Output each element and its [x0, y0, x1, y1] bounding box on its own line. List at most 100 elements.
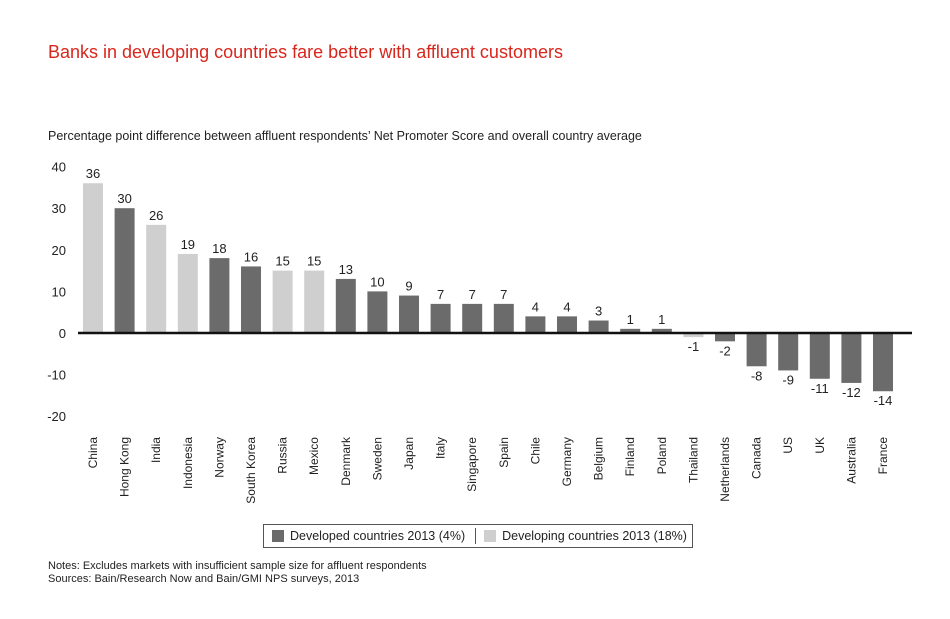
bar	[588, 320, 609, 333]
y-tick-label: 30	[52, 201, 66, 216]
bar	[557, 316, 577, 333]
bar	[525, 316, 546, 333]
x-tick-label: Spain	[497, 437, 511, 468]
bar	[399, 295, 419, 333]
data-label: 16	[244, 249, 258, 264]
data-label: -14	[874, 393, 893, 408]
x-tick-label: Singapore	[465, 437, 479, 492]
data-labels: 36 30 26 19 18 16 15 15 13 10 9 7 7 7 4 4 3 1 1 -1 -2 -8 -9 -11…	[86, 166, 893, 408]
x-tick-label: Netherlands	[718, 437, 732, 502]
legend-swatch-developed	[272, 530, 284, 542]
data-label: -11	[811, 381, 829, 396]
bars	[83, 183, 893, 392]
notes-text: Notes: Excludes markets with insufficien…	[48, 560, 427, 572]
bar	[746, 333, 767, 367]
x-tick-label: Sweden	[370, 437, 384, 480]
data-label: 7	[469, 287, 476, 302]
data-label: -12	[842, 385, 861, 400]
x-tick-label: Finland	[623, 437, 637, 476]
y-tick-label: -10	[47, 368, 66, 383]
bar	[841, 333, 862, 383]
bar	[304, 270, 325, 333]
legend-divider	[475, 528, 477, 544]
x-tick-label: Indonesia	[181, 437, 195, 489]
legend-swatch-developing	[484, 530, 497, 542]
x-tick-label: Japan	[402, 437, 416, 470]
data-label: 9	[405, 279, 412, 294]
data-label: 7	[500, 287, 507, 302]
footnotes: Notes: Excludes markets with insufficien…	[48, 560, 427, 586]
bar	[209, 258, 230, 333]
x-tick-label: Hong Kong	[118, 437, 132, 497]
data-label: 4	[532, 299, 539, 314]
data-label: 15	[275, 254, 289, 269]
legend-item-developing: Developing countries 2013 (18%)	[484, 529, 687, 543]
x-tick-label: Italy	[434, 437, 448, 459]
y-tick-label: 10	[52, 284, 66, 299]
x-tick-label: US	[781, 437, 795, 454]
data-label: -8	[751, 368, 763, 383]
bar	[462, 303, 483, 333]
data-label: 26	[149, 208, 163, 223]
data-label: 15	[307, 254, 321, 269]
bar	[177, 253, 198, 333]
bar	[809, 333, 830, 379]
data-label: 7	[437, 287, 444, 302]
x-tick-label: Thailand	[686, 437, 700, 483]
bar	[83, 183, 103, 333]
data-label: 10	[370, 274, 384, 289]
bar	[493, 303, 514, 333]
y-tick-label: 0	[59, 326, 66, 341]
data-label: -1	[688, 339, 700, 354]
x-tick-label: Denmark	[339, 436, 353, 486]
x-tick-labels: China Hong Kong India Indonesia Norway South …	[86, 436, 890, 504]
bar	[778, 333, 799, 371]
x-tick-label: Australia	[844, 437, 858, 484]
bar	[146, 224, 167, 333]
bar	[367, 291, 388, 333]
data-label: -9	[782, 372, 794, 387]
y-tick-label: 20	[52, 243, 66, 258]
bar	[335, 278, 356, 333]
legend-label-developing: Developing countries 2013 (18%)	[502, 529, 687, 543]
sources-text: Sources: Bain/Research Now and Bain/GMI …	[48, 573, 360, 585]
bar	[272, 270, 293, 333]
legend-item-developed: Developed countries 2013 (4%)	[272, 529, 465, 543]
data-label: 19	[181, 237, 195, 252]
y-axis: 40 30 20 10 0 -10 -20	[47, 160, 66, 425]
data-label: 1	[627, 312, 634, 327]
chart-subtitle: Percentage point difference between affl…	[48, 129, 642, 143]
data-label: 4	[563, 299, 570, 314]
x-tick-label: China	[86, 437, 100, 469]
x-tick-label: Canada	[750, 437, 764, 479]
x-tick-label: India	[149, 437, 163, 463]
bar	[430, 303, 451, 333]
bar	[620, 328, 641, 333]
bar	[651, 328, 672, 333]
x-tick-label: Chile	[528, 437, 542, 465]
data-label: 13	[339, 262, 353, 277]
data-label: 1	[658, 312, 665, 327]
x-tick-label: Belgium	[592, 437, 606, 480]
data-label: -2	[719, 343, 731, 358]
bar	[683, 333, 704, 338]
x-tick-label: Mexico	[307, 437, 321, 475]
x-tick-label: Russia	[276, 437, 290, 474]
x-tick-label: UK	[813, 437, 827, 454]
chart-title: Banks in developing countries fare bette…	[48, 42, 563, 62]
y-tick-label: -20	[47, 409, 66, 424]
bar	[715, 333, 735, 342]
data-label: 18	[212, 241, 226, 256]
bar	[114, 208, 135, 333]
legend-label-developed: Developed countries 2013 (4%)	[290, 529, 466, 543]
x-tick-label: Poland	[655, 437, 669, 474]
bar	[873, 333, 893, 392]
x-tick-label: South Korea	[244, 437, 258, 504]
y-tick-label: 40	[52, 160, 66, 175]
legend: Developed countries 2013 (4%) Developing…	[263, 524, 693, 548]
x-tick-label: Norway	[212, 437, 226, 478]
bar	[241, 266, 261, 333]
data-label: 3	[595, 304, 602, 319]
data-label: 30	[117, 191, 131, 206]
